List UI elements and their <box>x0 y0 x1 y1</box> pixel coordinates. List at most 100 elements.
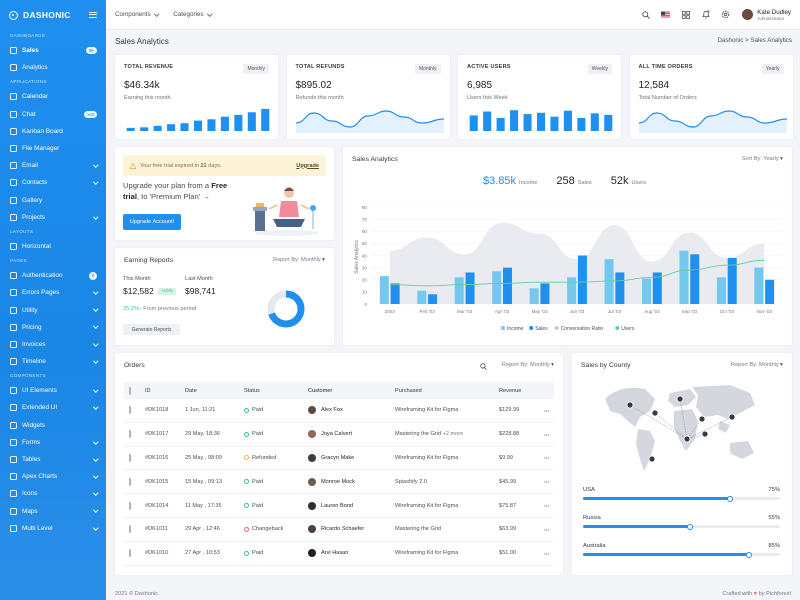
sidebar-item-chat[interactable]: Chat Hot <box>0 106 106 123</box>
upgrade-link[interactable]: Upgrade <box>296 162 319 169</box>
sidebar-item-utility[interactable]: Utility <box>0 301 106 318</box>
sidebar-item-forms[interactable]: Forms <box>0 434 106 451</box>
bell-icon[interactable] <box>701 10 710 19</box>
order-id[interactable]: #DK1014 <box>145 502 169 509</box>
row-checkbox[interactable] <box>129 430 131 439</box>
county-progress-track <box>583 495 780 502</box>
row-checkbox[interactable] <box>129 406 131 415</box>
more-actions-icon[interactable]: ••• <box>544 526 550 532</box>
sidebar-item-invoices[interactable]: Invoices <box>0 336 106 353</box>
stat-period-select[interactable]: Weekly <box>587 64 612 74</box>
credit: Crafted with ♥ by Pichforest <box>722 591 791 597</box>
sidebar-item-widgets[interactable]: Widgets <box>0 417 106 434</box>
row-checkbox[interactable] <box>129 501 131 510</box>
legend-label[interactable]: Sales <box>535 326 548 332</box>
stat-period-select[interactable]: Monthly <box>414 64 441 74</box>
row-checkbox[interactable] <box>129 549 131 558</box>
purchased-extra[interactable]: +2 more <box>442 431 464 438</box>
sparkline-area <box>638 111 787 133</box>
more-actions-icon[interactable]: ••• <box>544 503 550 509</box>
chevron-down-icon <box>92 490 98 496</box>
county-report-select[interactable]: Report By: Monthly ▾ <box>731 362 783 368</box>
categories-menu[interactable]: Categories <box>173 11 211 18</box>
sidebar-item-kanban-board[interactable]: Kanban Board <box>0 123 106 140</box>
sales-sort-select[interactable]: Sort By: Yearly ▾ <box>741 156 783 162</box>
sidebar-item-errors-pages[interactable]: Errors Pages <box>0 284 106 301</box>
more-actions-icon[interactable]: ••• <box>544 455 550 461</box>
sidebar-item-apex-charts[interactable]: Apex Charts <box>0 468 106 485</box>
order-id[interactable]: #DK1018 <box>145 407 169 414</box>
sidebar-item-timeline[interactable]: Timeline <box>0 353 106 370</box>
sidebar-item-icons[interactable]: Icons <box>0 485 106 502</box>
table-row[interactable]: #DK1017 29 May, 18:36 Paid Joya Calvert Mast… <box>124 423 554 447</box>
row-checkbox[interactable] <box>129 525 131 534</box>
order-id[interactable]: #DK1016 <box>145 454 169 461</box>
legend-label[interactable]: Income <box>507 326 524 332</box>
table-row[interactable]: #DK1015 15 May , 09:13 Paid Monroe Mock Spia… <box>124 470 554 495</box>
sidebar-item-multi-level[interactable]: Multi Level <box>0 520 106 537</box>
sidebar-item-analytics[interactable]: Analytics <box>0 59 106 76</box>
sidebar-section-title: COMPONENTS <box>10 373 46 379</box>
search-icon[interactable] <box>480 363 487 370</box>
sidebar-item-authentication[interactable]: Authentication 8 <box>0 267 106 284</box>
sidebar-item-horizontal[interactable]: Horizontal <box>0 238 106 255</box>
sidebar-item-tables[interactable]: Tables <box>0 451 106 468</box>
generate-reports-button[interactable]: Generate Reports <box>123 324 180 335</box>
sidebar-item-projects[interactable]: Projects <box>0 209 106 226</box>
user-avatar[interactable] <box>742 9 754 20</box>
gear-icon[interactable] <box>721 10 730 19</box>
orders-report-select[interactable]: Report By: Monthly ▾ <box>502 362 554 368</box>
order-id[interactable]: #DK1015 <box>145 478 169 485</box>
table-row[interactable]: #DK1011 29 Apr , 12:46 Changeback Ricardo S… <box>124 518 554 542</box>
sidebar-item-maps[interactable]: Maps <box>0 503 106 520</box>
sidebar-item-email[interactable]: Email <box>0 157 106 174</box>
user-menu[interactable]: Kate Dudley Administrator <box>757 9 791 21</box>
select-all-checkbox[interactable] <box>129 386 131 395</box>
table-row[interactable]: #DK1014 11 May , 17:35 Paid Lauren Bond Wire… <box>124 494 554 518</box>
stat-period-select[interactable]: Monthly <box>243 64 269 74</box>
row-checkbox[interactable] <box>129 453 131 462</box>
earning-report-select[interactable]: Report By: Monthly ▾ <box>273 257 325 263</box>
components-menu[interactable]: Components <box>115 11 158 18</box>
sidebar-item-gallery[interactable]: Gallery <box>0 192 106 209</box>
x-tick-label: Feb '03 <box>420 309 436 314</box>
more-actions-icon[interactable]: ••• <box>544 479 550 485</box>
table-row[interactable]: #DK1016 25 May , 08:09 Refunded Gracyn Make… <box>124 447 554 471</box>
sidebar-item-pricing[interactable]: Pricing <box>0 319 106 336</box>
sidebar-item-extended-ui[interactable]: Extended UI <box>0 399 106 416</box>
legend-label[interactable]: Users <box>621 326 635 332</box>
column-header: Status <box>244 387 260 394</box>
breadcrumb[interactable]: Dashonic > Sales Analytics <box>717 37 792 44</box>
stat-period-select[interactable]: Yearly <box>761 64 784 74</box>
more-actions-icon[interactable]: ••• <box>544 407 550 413</box>
arrow-right-icon: → <box>202 192 210 201</box>
us-flag-icon[interactable] <box>661 10 671 19</box>
table-row[interactable]: #DK1010 27 Apr , 10:53 Paid Arvi Hasan Wiref… <box>124 542 554 566</box>
more-actions-icon[interactable]: ••• <box>544 431 550 437</box>
more-actions-icon[interactable]: ••• <box>544 550 550 556</box>
apps-grid-icon[interactable] <box>681 10 690 19</box>
upgrade-account-button[interactable]: Upgrade Account! <box>123 214 181 230</box>
brand[interactable]: DASHONIC <box>0 0 106 30</box>
sidebar-item-file-manager[interactable]: File Manager <box>0 140 106 157</box>
search-icon[interactable] <box>641 10 650 19</box>
sidebar-item-calendar[interactable]: Calendar <box>0 88 106 105</box>
sidebar-item-ui-elements[interactable]: UI Elements <box>0 382 106 399</box>
order-id[interactable]: #DK1010 <box>145 550 169 557</box>
purchased-item: Mastering the Grid <box>395 526 442 533</box>
growth-text: 25.2%↑ From previous period <box>123 306 197 312</box>
row-checkbox[interactable] <box>129 477 131 486</box>
sidebar-item-label: Multi Level <box>22 524 53 532</box>
legend-label[interactable]: Conversation Ratio <box>561 326 604 332</box>
menu-toggle-icon[interactable] <box>89 12 97 18</box>
bar-income <box>454 277 464 304</box>
bar-income <box>492 271 502 304</box>
table-row[interactable]: #DK1018 1 Jun, 11:21 Paid Alex Fox Wireframi… <box>124 399 554 423</box>
sidebar-item-sales[interactable]: Sales 5+ <box>0 42 106 59</box>
sidebar-item-contacts[interactable]: Contacts <box>0 174 106 191</box>
order-id[interactable]: #DK1011 <box>145 526 168 533</box>
stat-card: TOTAL REFUNDS Monthly $895.02 Refunds this … <box>286 55 450 139</box>
chevron-down-icon <box>92 358 98 364</box>
sidebar-item-label: Errors Pages <box>22 289 60 297</box>
order-id[interactable]: #DK1017 <box>145 431 169 438</box>
